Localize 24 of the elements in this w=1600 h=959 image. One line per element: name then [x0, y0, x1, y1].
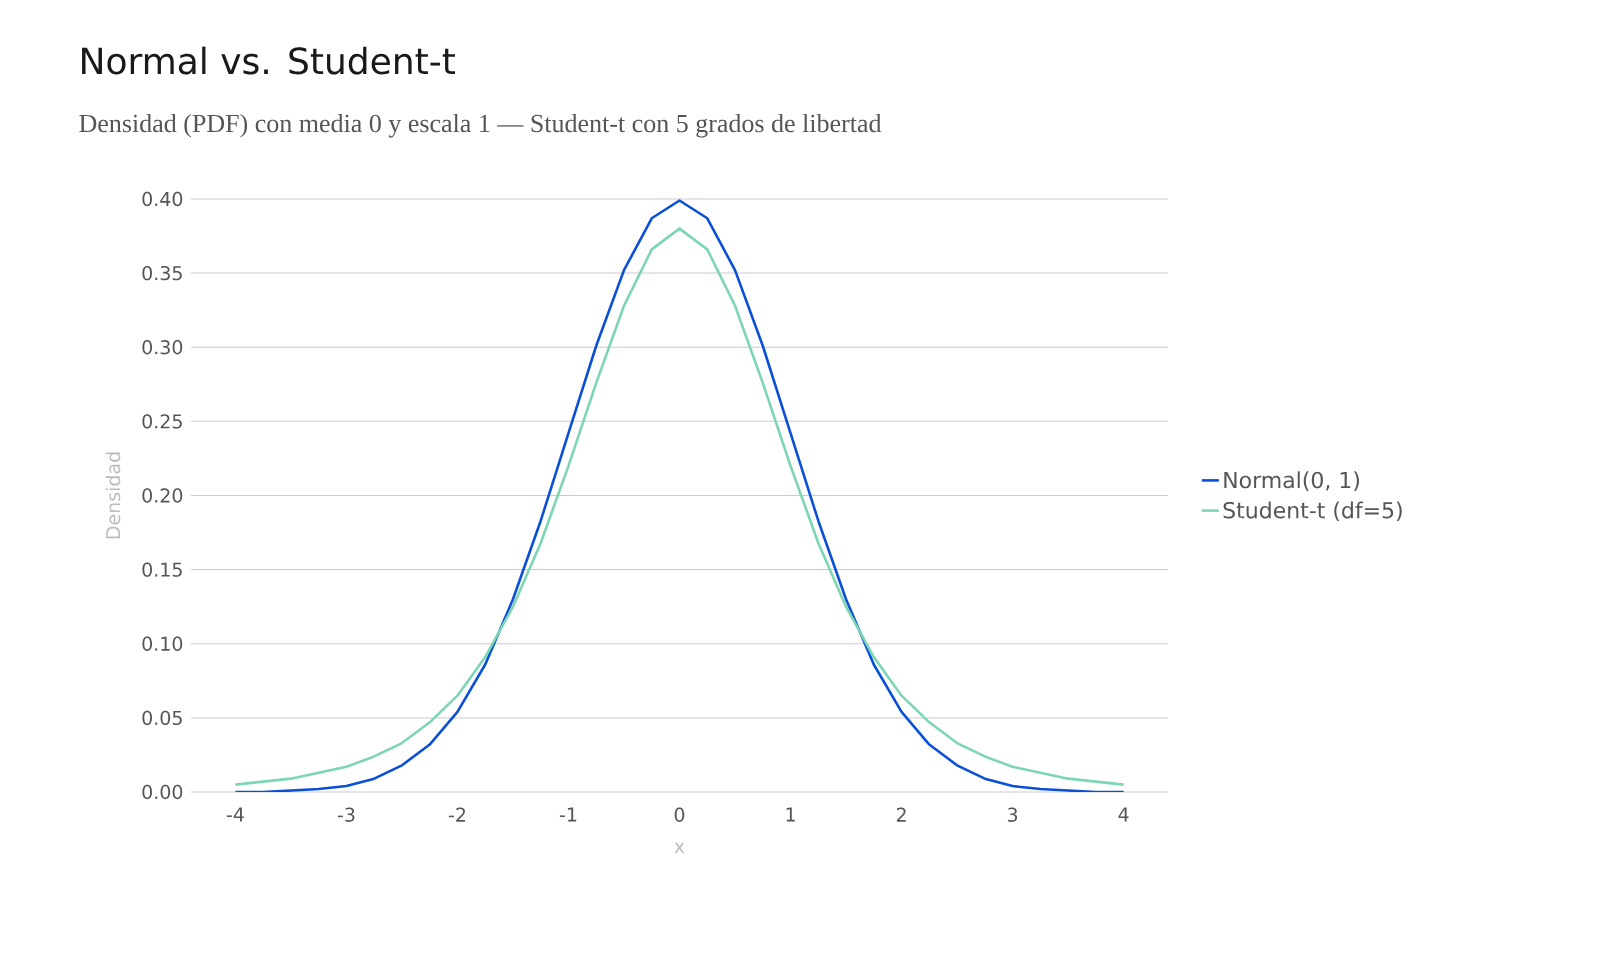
y-axis-title: Densidad: [105, 452, 121, 539]
x-tick-label: -2: [448, 807, 466, 822]
x-tick-label: -1: [559, 807, 577, 822]
legend-label: Normal(0, 1): [1224, 471, 1360, 491]
x-tick-label: 1: [786, 807, 795, 822]
chart-title: Normal vs. Student-t: [82, 46, 455, 75]
y-tick-label: 0.20: [142, 488, 183, 503]
y-tick-label: 0.10: [142, 636, 183, 651]
y-tick-label: 0.00: [142, 784, 183, 800]
y-tick-label: 0.05: [142, 710, 182, 726]
x-tick-label: 3: [1007, 807, 1018, 822]
x-tick-label: 0: [674, 807, 685, 822]
x-axis-title: x: [674, 842, 685, 854]
x-tick-label: 4: [1118, 807, 1129, 822]
y-tick-label: 0.35: [142, 265, 182, 281]
y-tick-label: 0.40: [142, 191, 183, 207]
legend-label: Student-t (df=5): [1223, 501, 1402, 522]
chart-subtitle: Densidad (PDF) con media 0 y escala 1 — Student-t con 5 grados de libertad: [79, 113, 882, 138]
y-tick-label: 0.30: [142, 340, 183, 355]
x-tick-label: -4: [226, 807, 244, 822]
x-tick-label: 2: [896, 807, 906, 822]
y-tick-label: 0.25: [142, 414, 182, 429]
y-tick-label: 0.15: [142, 562, 182, 577]
x-tick-label: -3: [337, 807, 355, 822]
